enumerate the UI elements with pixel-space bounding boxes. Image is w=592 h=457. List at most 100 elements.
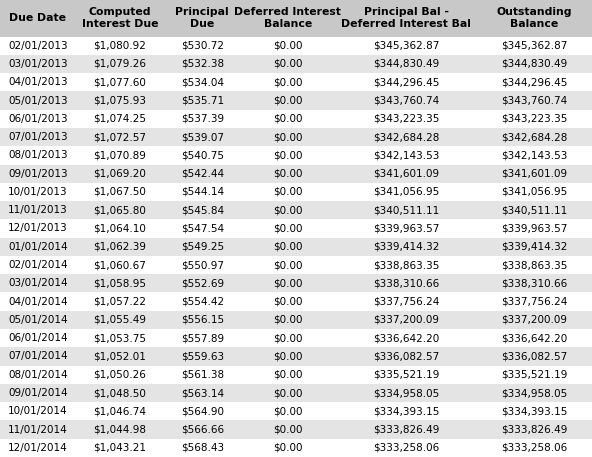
Text: $336,642.20: $336,642.20 [501, 333, 568, 343]
Text: $557.89: $557.89 [181, 333, 224, 343]
Text: $0.00: $0.00 [273, 150, 303, 160]
Text: $0.00: $0.00 [273, 443, 303, 453]
Text: $0.00: $0.00 [273, 77, 303, 87]
Text: Principal Bal -
Deferred Interest Bal: Principal Bal - Deferred Interest Bal [341, 7, 471, 30]
Text: $334,393.15: $334,393.15 [501, 406, 568, 416]
Text: $335,521.19: $335,521.19 [501, 370, 568, 380]
Text: $0.00: $0.00 [273, 187, 303, 197]
Bar [0, 165, 592, 183]
Text: 10/01/2014: 10/01/2014 [8, 406, 67, 416]
Bar [0, 238, 592, 256]
Text: $1,072.57: $1,072.57 [94, 132, 147, 142]
Text: 04/01/2014: 04/01/2014 [8, 297, 67, 307]
Bar [0, 292, 592, 311]
Text: $336,642.20: $336,642.20 [373, 333, 439, 343]
Text: $540.75: $540.75 [181, 150, 224, 160]
Text: 06/01/2014: 06/01/2014 [8, 333, 67, 343]
Text: $339,414.32: $339,414.32 [373, 242, 439, 252]
Text: $535.71: $535.71 [181, 96, 224, 106]
Text: $1,074.25: $1,074.25 [94, 114, 147, 124]
Bar [0, 256, 592, 274]
Bar [0, 55, 592, 73]
Text: $0.00: $0.00 [273, 242, 303, 252]
Text: $542.44: $542.44 [181, 169, 224, 179]
Text: $341,601.09: $341,601.09 [501, 169, 568, 179]
Text: $1,052.01: $1,052.01 [94, 351, 146, 361]
Bar [0, 128, 592, 146]
Text: $344,296.45: $344,296.45 [501, 77, 568, 87]
Text: $1,058.95: $1,058.95 [94, 278, 147, 288]
Bar [0, 0, 592, 37]
Text: 03/01/2014: 03/01/2014 [8, 278, 67, 288]
Text: $334,393.15: $334,393.15 [373, 406, 439, 416]
Text: $333,826.49: $333,826.49 [501, 425, 568, 435]
Text: $337,756.24: $337,756.24 [501, 297, 568, 307]
Text: $334,958.05: $334,958.05 [501, 388, 568, 398]
Bar [0, 274, 592, 292]
Text: $549.25: $549.25 [181, 242, 224, 252]
Text: $345,362.87: $345,362.87 [501, 41, 568, 51]
Bar [0, 329, 592, 347]
Text: $1,043.21: $1,043.21 [94, 443, 147, 453]
Text: 12/01/2014: 12/01/2014 [8, 443, 67, 453]
Bar [0, 73, 592, 91]
Text: $547.54: $547.54 [181, 223, 224, 234]
Text: $563.14: $563.14 [181, 388, 224, 398]
Text: $344,296.45: $344,296.45 [373, 77, 439, 87]
Text: 11/01/2013: 11/01/2013 [8, 205, 67, 215]
Text: $336,082.57: $336,082.57 [373, 351, 439, 361]
Text: $1,044.98: $1,044.98 [94, 425, 147, 435]
Text: $532.38: $532.38 [181, 59, 224, 69]
Bar [0, 439, 592, 457]
Bar [0, 366, 592, 384]
Text: 09/01/2014: 09/01/2014 [8, 388, 67, 398]
Text: $1,070.89: $1,070.89 [94, 150, 146, 160]
Text: $1,062.39: $1,062.39 [94, 242, 147, 252]
Text: 03/01/2013: 03/01/2013 [8, 59, 67, 69]
Text: $341,056.95: $341,056.95 [501, 187, 568, 197]
Text: $568.43: $568.43 [181, 443, 224, 453]
Text: 11/01/2014: 11/01/2014 [8, 425, 67, 435]
Text: $334,958.05: $334,958.05 [373, 388, 439, 398]
Text: $1,053.75: $1,053.75 [94, 333, 147, 343]
Text: $550.97: $550.97 [181, 260, 224, 270]
Text: $1,080.92: $1,080.92 [94, 41, 146, 51]
Text: 05/01/2014: 05/01/2014 [8, 315, 67, 325]
Text: 01/01/2014: 01/01/2014 [8, 242, 67, 252]
Text: $340,511.11: $340,511.11 [373, 205, 439, 215]
Text: $0.00: $0.00 [273, 388, 303, 398]
Text: $0.00: $0.00 [273, 351, 303, 361]
Text: $337,756.24: $337,756.24 [373, 297, 439, 307]
Text: 09/01/2013: 09/01/2013 [8, 169, 67, 179]
Text: $0.00: $0.00 [273, 205, 303, 215]
Text: $343,223.35: $343,223.35 [373, 114, 439, 124]
Text: $338,863.35: $338,863.35 [373, 260, 439, 270]
Text: $559.63: $559.63 [181, 351, 224, 361]
Text: $0.00: $0.00 [273, 278, 303, 288]
Text: $333,258.06: $333,258.06 [373, 443, 439, 453]
Bar [0, 347, 592, 366]
Text: $0.00: $0.00 [273, 96, 303, 106]
Text: 10/01/2013: 10/01/2013 [8, 187, 67, 197]
Text: 08/01/2014: 08/01/2014 [8, 370, 67, 380]
Text: 07/01/2014: 07/01/2014 [8, 351, 67, 361]
Text: $1,057.22: $1,057.22 [94, 297, 147, 307]
Text: $566.66: $566.66 [181, 425, 224, 435]
Text: $0.00: $0.00 [273, 59, 303, 69]
Text: $1,060.67: $1,060.67 [94, 260, 146, 270]
Text: $342,143.53: $342,143.53 [501, 150, 568, 160]
Text: $342,143.53: $342,143.53 [373, 150, 439, 160]
Text: $1,046.74: $1,046.74 [94, 406, 147, 416]
Bar [0, 183, 592, 201]
Text: $339,963.57: $339,963.57 [501, 223, 568, 234]
Text: $343,760.74: $343,760.74 [373, 96, 439, 106]
Text: $338,863.35: $338,863.35 [501, 260, 568, 270]
Text: $341,601.09: $341,601.09 [373, 169, 439, 179]
Text: $333,826.49: $333,826.49 [373, 425, 439, 435]
Text: $1,067.50: $1,067.50 [94, 187, 146, 197]
Bar [0, 402, 592, 420]
Text: $1,055.49: $1,055.49 [94, 315, 147, 325]
Text: $340,511.11: $340,511.11 [501, 205, 568, 215]
Text: 02/01/2013: 02/01/2013 [8, 41, 67, 51]
Text: $344,830.49: $344,830.49 [373, 59, 439, 69]
